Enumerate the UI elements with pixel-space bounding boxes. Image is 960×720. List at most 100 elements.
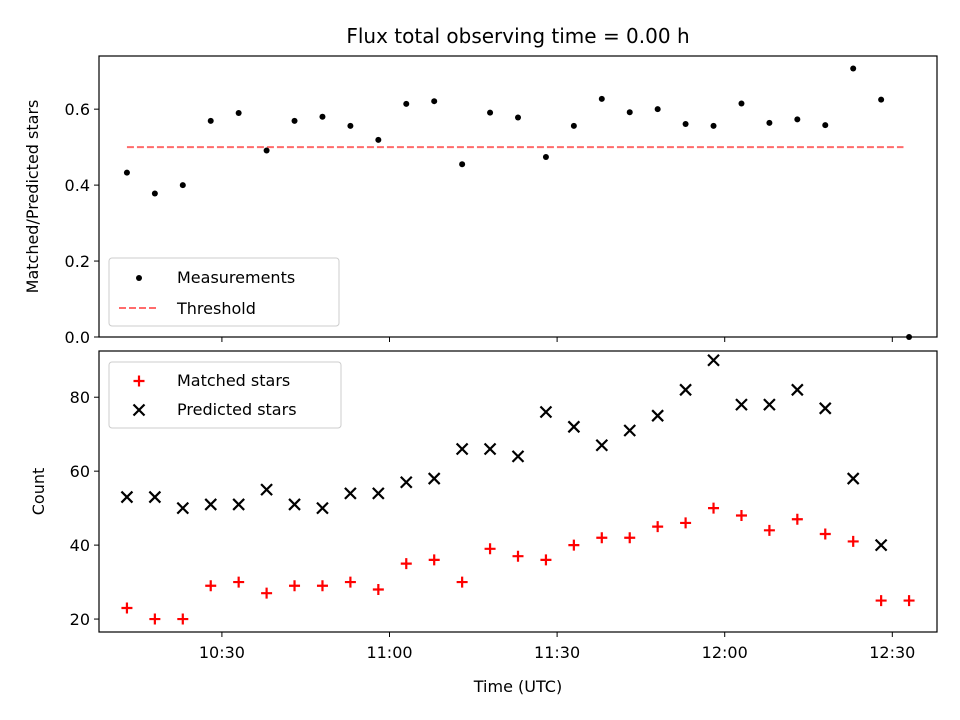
predicted-star-point: [818, 402, 832, 415]
matched-star-point: [763, 524, 775, 536]
measurement-point: [654, 106, 661, 113]
measurement-point: [542, 154, 549, 161]
matched-star-point: [791, 513, 803, 525]
top-legend-box: [108, 257, 340, 327]
y-tick-label: 20: [70, 610, 90, 629]
measurement-point: [850, 65, 857, 72]
legend-predicted-marker: [132, 403, 146, 417]
measurement-point: [375, 136, 382, 143]
predicted-star-point: [288, 498, 301, 511]
measurement-point: [515, 114, 521, 121]
measurement-point: [794, 116, 801, 123]
matched-star-point: [875, 595, 887, 607]
measurement-point: [570, 122, 577, 129]
predicted-star-point: [148, 490, 162, 504]
x-tick-label: 11:00: [366, 643, 412, 662]
matched-star-point: [261, 587, 273, 599]
matched-star-point: [847, 535, 859, 547]
y-tick-label: 40: [70, 536, 90, 555]
y-tick-label: 80: [70, 388, 90, 407]
legend-measurements-label: Measurements: [177, 268, 295, 287]
predicted-star-point: [455, 442, 469, 456]
measurement-point: [319, 113, 326, 120]
bottom-panel: 20 40 60 80 10:30 11:00 11:30 12:00 12:30 Count Ti…: [29, 350, 938, 696]
measurement-point: [179, 182, 186, 189]
predicted-star-point: [791, 383, 804, 397]
measurement-point: [263, 147, 270, 154]
matched-star-point: [233, 576, 245, 588]
matched-star-point: [316, 580, 328, 592]
matched-star-point: [149, 613, 161, 625]
predicted-star-point: [176, 501, 190, 515]
matched-star-point: [540, 554, 552, 566]
measurement-point: [291, 117, 298, 124]
y-tick-label: 60: [70, 462, 90, 481]
matched-star-point: [596, 532, 608, 544]
y-tick-label: 0.0: [65, 328, 90, 347]
legend-matched-label: Matched stars: [177, 371, 290, 390]
predicted-star-point: [232, 498, 245, 511]
matched-star-point: [568, 539, 580, 551]
predicted-star-point: [204, 498, 218, 511]
predicted-star-point: [763, 398, 776, 411]
matched-star-point: [289, 580, 301, 592]
measurement-point: [347, 122, 354, 129]
matched-star-point: [121, 602, 133, 614]
predicted-star-point: [735, 398, 748, 411]
predicted-star-point: [539, 405, 553, 419]
predicted-star-point: [427, 472, 441, 485]
measurement-point: [598, 95, 605, 102]
x-tick-label: 11:30: [534, 643, 580, 662]
legend-matched-marker: [133, 375, 145, 387]
predicted-star-point: [623, 424, 637, 437]
x-axis-label: Time (UTC): [473, 677, 562, 696]
measurement-point: [626, 109, 633, 116]
measurement-point: [710, 122, 717, 129]
predicted-star-point: [511, 450, 525, 463]
top-panel: 0.0 0.2 0.4 0.6 Matched/Predicted stars Measu…: [23, 55, 938, 347]
predicted-star-point: [567, 420, 581, 434]
bottom-legend-box: [108, 361, 342, 429]
matched-star-point: [456, 576, 468, 588]
measurement-point: [207, 117, 214, 124]
measurement-point: [766, 119, 773, 126]
measurement-point: [403, 100, 410, 107]
predicted-star-point: [595, 439, 609, 452]
legend-predicted-label: Predicted stars: [177, 400, 297, 419]
y-tick-label: 0.2: [65, 252, 90, 271]
measurement-point: [151, 190, 158, 197]
measurement-point: [738, 100, 745, 107]
measurement-point: [431, 98, 438, 105]
measurement-point: [822, 122, 829, 129]
matched-star-point: [903, 595, 915, 607]
measurement-point: [235, 109, 242, 116]
matched-star-point: [344, 576, 356, 588]
top-legend: Measurements Threshold: [108, 257, 340, 327]
predicted-star-point: [483, 442, 497, 456]
matched-star-point: [624, 532, 636, 544]
matched-star-point: [177, 613, 189, 625]
matched-star-point: [819, 528, 831, 540]
predicted-star-point: [874, 538, 888, 552]
predicted-star-point: [316, 501, 329, 515]
matched-star-point: [428, 554, 440, 566]
measurement-point: [878, 96, 885, 103]
measurement-point: [682, 120, 689, 127]
matched-star-point: [400, 558, 412, 570]
matched-star-point: [735, 510, 747, 522]
bottom-legend: Matched stars Predicted stars: [108, 361, 342, 429]
matched-star-point: [512, 550, 524, 562]
bottom-axes-frame: [98, 350, 938, 633]
chart-title: Flux total observing time = 0.00 h: [346, 24, 689, 48]
predicted-star-point: [344, 487, 357, 500]
legend-threshold-label: Threshold: [176, 299, 256, 318]
matched-star-point: [708, 502, 720, 514]
matched-star-point: [652, 521, 664, 533]
predicted-star-point: [120, 490, 134, 504]
x-tick-label: 10:30: [199, 643, 245, 662]
predicted-star-point: [846, 472, 860, 485]
predicted-star-point: [372, 487, 385, 500]
y-axis-label: Count: [29, 468, 48, 516]
x-tick-label: 12:30: [869, 643, 915, 662]
